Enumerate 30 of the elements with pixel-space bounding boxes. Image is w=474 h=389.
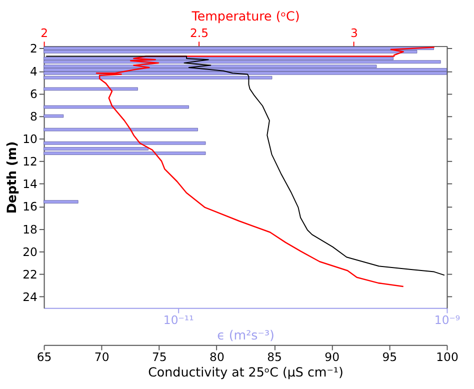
x-tick-label: 95 xyxy=(382,350,398,364)
x-axis-title: Conductivity at 25ᵒC (μS cm⁻¹) xyxy=(148,364,344,380)
y-tick-label: 4 xyxy=(30,64,38,78)
x-tick-label: 85 xyxy=(267,350,282,364)
y-tick-label: 24 xyxy=(22,290,38,304)
y-axis-title: Depth (m) xyxy=(4,141,19,214)
y-tick-label: 20 xyxy=(22,244,38,259)
y-tick-label: 18 xyxy=(22,222,38,236)
y-tick-label: 8 xyxy=(30,109,38,124)
x2-tick-label: 2 xyxy=(40,26,48,40)
x-tick-label: 65 xyxy=(36,350,52,364)
x-axis-title: ϵ (m²s⁻³) xyxy=(217,328,274,343)
x-tick-label: 70 xyxy=(94,350,110,364)
y-tick-label: 12 xyxy=(22,154,38,169)
line-series xyxy=(46,56,445,276)
y-tick-label: 10 xyxy=(22,132,38,146)
x-tick-label: 100 xyxy=(436,350,458,364)
x2-tick-label: 2.5 xyxy=(190,26,209,40)
y-tick-label: 22 xyxy=(22,267,38,282)
y-tick-label: 6 xyxy=(30,86,38,101)
x-tick-label: 75 xyxy=(152,350,167,364)
y-tick-label: 14 xyxy=(22,177,38,192)
x-tick-label: 80 xyxy=(210,350,224,364)
x2-axis-title: Temperature (ᵒC) xyxy=(190,8,300,24)
x2-tick-label: 3 xyxy=(350,26,358,40)
x-tick-label: 10⁻¹¹ xyxy=(163,312,194,327)
x-tick-label: 90 xyxy=(324,350,340,364)
y-tick-label: 2 xyxy=(30,42,38,56)
x-tick-label: 10⁻⁹ xyxy=(434,312,460,327)
y-tick-label: 16 xyxy=(22,200,38,214)
